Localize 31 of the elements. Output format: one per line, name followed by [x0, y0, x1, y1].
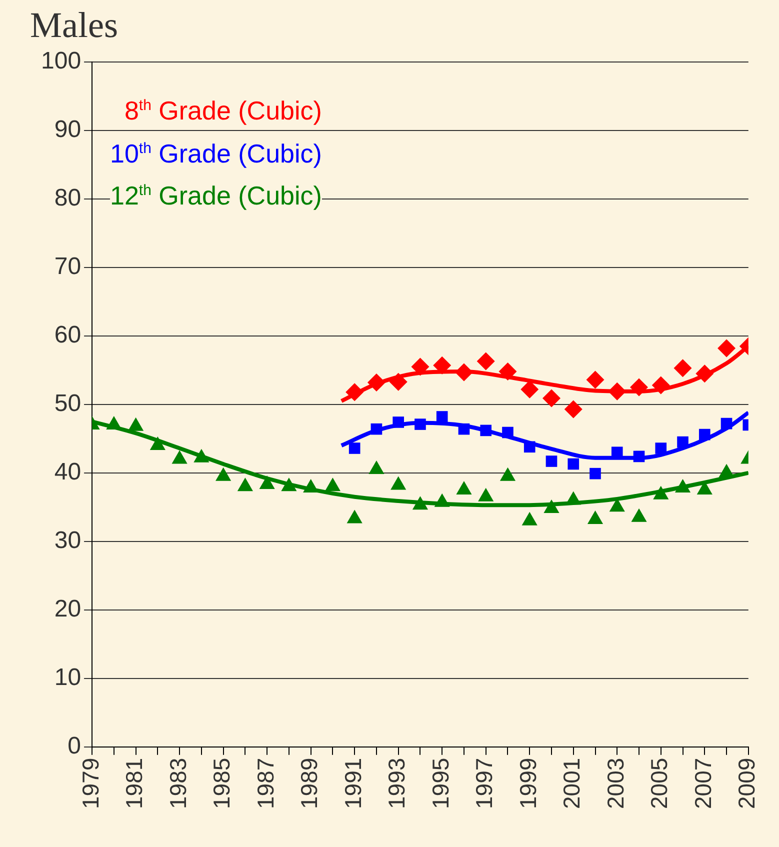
chart-title: Males — [30, 4, 118, 46]
x-tick-label: 1997 — [471, 758, 498, 810]
x-tick-label: 1985 — [208, 758, 235, 810]
x-tick-label: 1995 — [427, 758, 454, 810]
y-tick-label: 30 — [54, 527, 82, 554]
x-tick-label: 1989 — [296, 758, 322, 810]
x-tick-label: 1979 — [77, 758, 104, 810]
y-tick-label: 90 — [54, 116, 82, 144]
y-tick-label: 60 — [54, 322, 82, 349]
text: 12$^{th}$ Grade (Cubic) — [110, 175, 322, 212]
x-tick-label: 2007 — [690, 758, 716, 810]
y-tick-label: 10 — [54, 664, 82, 691]
y-tick-label: 20 — [54, 595, 82, 622]
x-tick-label: 2005 — [646, 758, 672, 810]
x-tick-label: 1993 — [384, 758, 410, 810]
y-tick-label: 70 — [54, 253, 82, 280]
x-tick-label: 1983 — [164, 758, 191, 810]
y-tick-label: 50 — [54, 390, 82, 418]
x-tick-label: 2009 — [734, 758, 760, 810]
x-tick-label: 2003 — [602, 758, 628, 810]
x-tick-label: 1987 — [252, 758, 278, 810]
x-tick-label: 2001 — [558, 758, 585, 810]
y-tick-label: 80 — [54, 184, 82, 212]
y-tick-label: 40 — [54, 458, 82, 486]
x-tick-label: 1991 — [340, 758, 366, 810]
text: 10$^{th}$ Grade (Cubic) — [110, 132, 322, 170]
text: 8$^{th}$ Grade (Cubic) — [110, 90, 322, 127]
x-tick-label: 1981 — [121, 758, 148, 810]
x-tick-label: 1999 — [514, 758, 541, 810]
y-tick-label: 100 — [40, 48, 82, 75]
y-tick-label: 0 — [68, 732, 82, 760]
